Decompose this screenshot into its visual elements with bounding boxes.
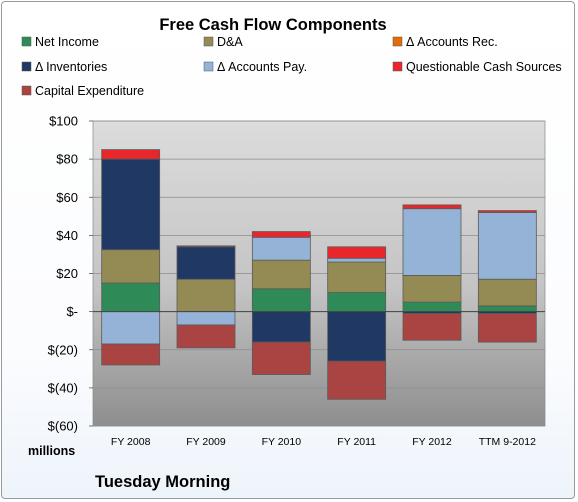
bar-segment-danda (477, 278, 537, 307)
bar-segment-capital-expenditure (402, 313, 462, 341)
bar-segment-capital-expenditure (477, 313, 537, 343)
legend-swatch-delta-accounts-pay (203, 61, 214, 72)
bar-segment-delta-inventories (327, 311, 387, 362)
legend-label-net-income: Net Income (35, 35, 99, 49)
bar-segment-capital-expenditure (251, 341, 311, 375)
bar-segment-delta-accounts-pay (251, 236, 311, 261)
legend-swatch-capital-expenditure (21, 85, 32, 96)
y-tick-label: $60 (56, 190, 78, 205)
y-tick-label: $(20) (48, 342, 78, 357)
legend-label-questionable-cash-sources: Questionable Cash Sources (406, 60, 562, 74)
y-tick-label: $80 (56, 152, 78, 167)
legend-label-delta-accounts-pay: Δ Accounts Pay. (217, 60, 307, 74)
x-axis: FY 2008 FY 2009 FY 2010 FY 2011 FY 2012 TTM 9… (111, 436, 536, 448)
legend-label-delta-accounts-rec: Δ Accounts Rec. (406, 35, 498, 49)
bar-segment-capital-expenditure (101, 343, 161, 366)
bar-segment-danda (327, 261, 387, 293)
x-tick-label: FY 2009 (186, 436, 226, 448)
x-tick-label: TTM 9-2012 (479, 436, 536, 448)
y-tick-label: $(60) (48, 419, 78, 434)
bar-segment-delta-inventories (176, 246, 236, 280)
bar-segment-delta-accounts-pay (477, 212, 537, 280)
bar-segment-questionable-cash-sources (101, 149, 161, 160)
legend-swatch-delta-accounts-rec (392, 36, 403, 47)
bar-segment-danda (251, 259, 311, 290)
bar-segment-delta-inventories (251, 311, 311, 343)
chart-title: Free Cash Flow Components (159, 16, 386, 34)
bar-segment-capital-expenditure (176, 324, 236, 349)
bar-segment-capital-expenditure (327, 360, 387, 400)
bar-segment-net-income (327, 292, 387, 313)
x-tick-label: FY 2011 (337, 436, 376, 448)
bar-segment-danda (101, 249, 161, 284)
bars (93, 149, 545, 400)
bar-segment-net-income (477, 305, 537, 313)
y-axis: $100 $80 $60 $40 $20 $- $(20) $(40) $(60) (48, 114, 93, 434)
y-tick-label: $(40) (48, 380, 78, 395)
bar-segment-delta-accounts-pay (327, 257, 387, 263)
legend-label-danda: D&A (217, 35, 243, 49)
legend-swatch-delta-inventories (21, 61, 32, 72)
bar-segment-delta-accounts-pay (101, 311, 161, 345)
bar-segment-danda (402, 275, 462, 303)
legend-label-delta-inventories: Δ Inventories (35, 60, 107, 74)
x-tick-label: FY 2010 (262, 436, 302, 448)
legend: Net Income D&A Δ Accounts Rec. Δ Inventorie… (21, 35, 562, 98)
bar-segment-net-income (251, 288, 311, 313)
bar-segment-questionable-cash-sources (176, 245, 236, 248)
bar-segment-delta-inventories (101, 158, 161, 251)
bar-segment-delta-accounts-pay (176, 311, 236, 326)
y-tick-label: $- (66, 304, 78, 319)
bar-segment-danda (176, 278, 236, 313)
bar-segment-net-income (402, 301, 462, 313)
x-tick-label: FY 2008 (111, 436, 151, 448)
bar-segment-questionable-cash-sources (402, 204, 462, 210)
y-tick-label: $40 (56, 228, 78, 243)
legend-swatch-questionable-cash-sources (392, 61, 403, 72)
legend-swatch-net-income (21, 36, 32, 47)
bar-segment-net-income (101, 282, 161, 313)
bar-segment-questionable-cash-sources (477, 210, 537, 213)
bar-segment-questionable-cash-sources (327, 246, 387, 259)
footer-title: Tuesday Morning (95, 473, 230, 491)
y-tick-label: $20 (56, 266, 78, 281)
bar-segment-questionable-cash-sources (251, 231, 311, 238)
y-tick-label: $100 (49, 114, 78, 129)
x-tick-label: FY 2012 (412, 436, 452, 448)
units-label: millions (28, 444, 75, 458)
legend-swatch-danda (203, 36, 214, 47)
legend-label-capital-expenditure: Capital Expenditure (35, 84, 144, 98)
bar-segment-delta-accounts-pay (402, 208, 462, 276)
